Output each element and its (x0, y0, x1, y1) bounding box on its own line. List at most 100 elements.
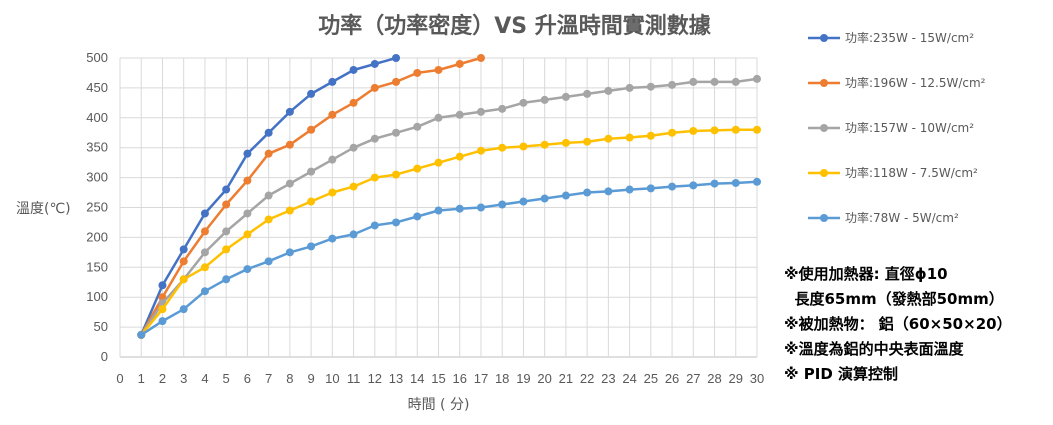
data-point (476, 146, 485, 155)
data-point (561, 92, 570, 101)
data-point (264, 128, 273, 137)
legend-item: 功率:118W - 7.5W/cm² (808, 165, 978, 180)
data-point (540, 194, 549, 203)
data-point (222, 275, 231, 284)
y-tick-label: 300 (86, 170, 108, 185)
note-heater: ※使用加熱器: 直徑ϕ10 (784, 265, 948, 283)
x-tick-label: 6 (244, 371, 251, 386)
data-point (498, 200, 507, 209)
data-point (689, 77, 698, 86)
series-2 (137, 54, 485, 339)
x-tick-label: 7 (265, 371, 272, 386)
legend-label: 功率:78W - 5W/cm² (845, 210, 959, 225)
legend-item: 功率:78W - 5W/cm² (808, 210, 959, 225)
data-point (370, 59, 379, 68)
data-point (434, 206, 443, 215)
data-point (243, 265, 252, 274)
x-tick-label: 26 (665, 371, 679, 386)
data-point (753, 125, 761, 134)
data-point (264, 191, 273, 200)
data-point (392, 128, 401, 137)
data-point (625, 185, 634, 194)
note-pid: ※ PID 演算控制 (784, 365, 899, 383)
x-tick-label: 18 (495, 371, 509, 386)
data-point (476, 54, 485, 62)
data-point (392, 54, 401, 62)
data-point (731, 178, 740, 187)
chart-title-text: 功率（功率密度）VS 升溫時間實測數據 (318, 14, 711, 39)
data-point (583, 188, 592, 197)
x-tick-label: 22 (580, 371, 594, 386)
data-point (285, 248, 294, 257)
note-temperature: ※溫度為鋁的中央表面溫度 (784, 340, 964, 358)
data-point (200, 287, 209, 296)
data-point (137, 330, 146, 339)
y-tick-label: 0 (101, 349, 108, 364)
data-point (583, 89, 592, 98)
data-point (307, 125, 316, 134)
y-tick-label: 100 (86, 289, 108, 304)
data-point (519, 98, 528, 107)
series-3 (137, 74, 761, 339)
data-point (625, 83, 634, 92)
series-group (137, 54, 761, 339)
data-point (392, 77, 401, 86)
data-point (498, 104, 507, 113)
data-point (200, 263, 209, 272)
y-tick-label: 50 (94, 319, 108, 334)
y-axis-ticks: 0 50 100 150 200 250 300 350 400 450 500 (86, 50, 108, 364)
data-point (328, 155, 337, 164)
x-tick-label: 4 (201, 371, 208, 386)
data-point (498, 143, 507, 152)
y-tick-label: 200 (86, 229, 108, 244)
legend-marker (820, 34, 828, 42)
x-tick-label: 8 (286, 371, 293, 386)
data-point (349, 230, 358, 239)
legend-marker (820, 124, 828, 132)
y-axis-label: 溫度(℃) (16, 201, 71, 217)
data-point (328, 77, 337, 86)
data-point (179, 305, 188, 314)
legend-label: 功率:118W - 7.5W/cm² (845, 165, 978, 180)
notes-panel: ※使用加熱器: 直徑ϕ10 長度65mm（發熱部50mm） ※被加熱物： 鋁（6… (784, 262, 1012, 387)
data-point (370, 83, 379, 92)
data-point (370, 173, 379, 182)
y-tick-label: 450 (86, 80, 108, 95)
data-point (455, 204, 464, 213)
data-point (519, 142, 528, 151)
data-point (604, 86, 613, 95)
data-point (540, 95, 549, 104)
x-tick-label: 30 (750, 371, 764, 386)
x-tick-label: 11 (347, 371, 361, 386)
x-tick-label: 1 (138, 371, 145, 386)
data-point (243, 230, 252, 239)
data-point (349, 143, 358, 152)
y-tick-label: 500 (86, 50, 108, 65)
data-point (158, 281, 167, 290)
y-tick-label: 150 (86, 259, 108, 274)
data-point (668, 80, 677, 89)
x-tick-label: 10 (325, 371, 339, 386)
data-point (434, 158, 443, 167)
data-point (413, 212, 422, 221)
data-point (668, 182, 677, 191)
data-point (519, 197, 528, 206)
data-point (328, 110, 337, 119)
x-axis-ticks: 0 1 2 3 4 5 6 7 8 9 10 11 12 13 14 15 16 17 18 19 20 21 22 23 24… (116, 371, 764, 386)
data-point (328, 234, 337, 243)
data-point (179, 257, 188, 266)
legend-label: 功率:235W - 15W/cm² (845, 30, 974, 45)
data-point (710, 126, 719, 135)
x-tick-label: 23 (601, 371, 615, 386)
data-point (179, 275, 188, 284)
data-point (392, 170, 401, 179)
data-point (646, 82, 655, 91)
legend-item: 功率:196W - 12.5W/cm² (808, 75, 986, 90)
data-point (200, 248, 209, 257)
data-point (307, 197, 316, 206)
data-point (753, 74, 761, 83)
legend-marker (820, 79, 828, 87)
data-point (243, 149, 252, 158)
x-axis-label: 時間 ( 分) (408, 397, 470, 413)
